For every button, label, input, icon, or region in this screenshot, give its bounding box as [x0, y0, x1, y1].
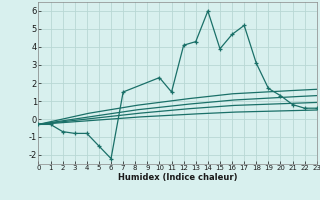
X-axis label: Humidex (Indice chaleur): Humidex (Indice chaleur) — [118, 173, 237, 182]
